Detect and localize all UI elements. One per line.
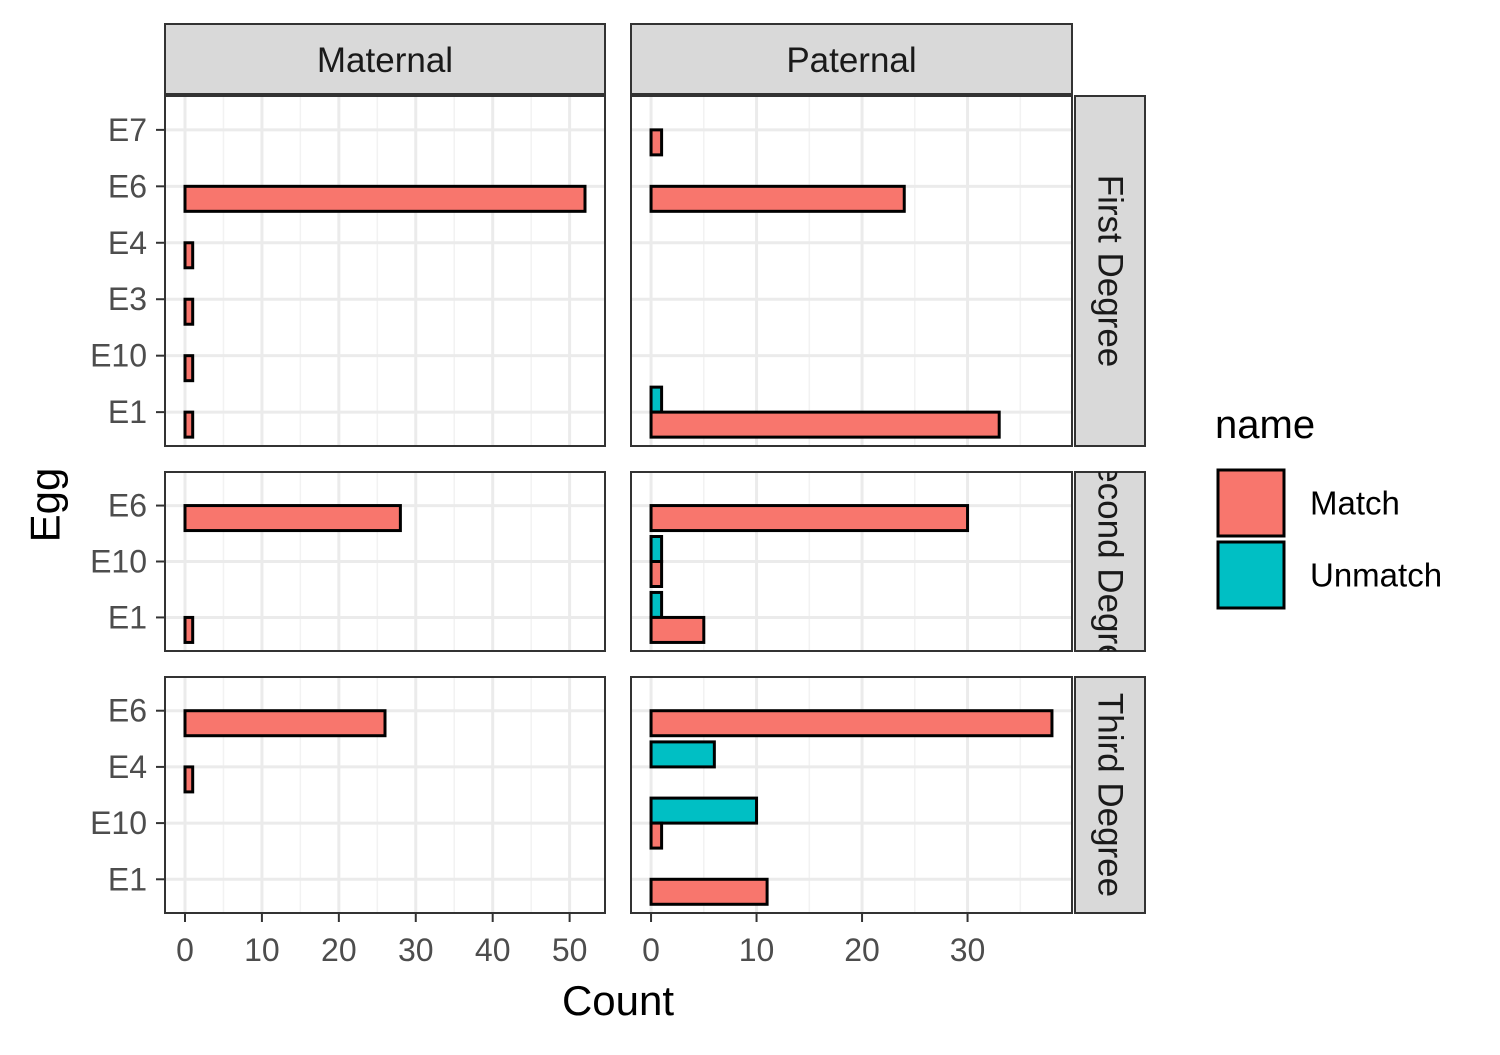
x-tick-label: 30 [398,932,434,968]
strip-label-maternal: Maternal [317,41,453,80]
legend-title: name [1215,403,1315,447]
bar-match-e6 [183,504,402,533]
row-strip-text-group: Second Degree [1091,440,1130,683]
y-tick-label-e10: E10 [90,805,147,841]
bar-match-e10 [649,560,664,588]
bar-match-e6 [183,709,387,738]
x-tick-label: 30 [950,932,986,968]
bar-match-e6 [649,504,970,533]
strip-paternal [630,23,1073,95]
bar-match-e6 [183,184,587,213]
y-tick-label-e1: E1 [108,861,147,897]
bar-match-e7 [649,128,664,157]
bar-match-e1 [183,615,195,644]
x-tick-label: 0 [176,932,194,968]
strip-third-degree [1074,676,1146,914]
panel-second-degree-paternal [630,471,1073,652]
panel-third-degree-paternal [630,676,1073,914]
panel-border [630,95,1073,447]
strip-label-second-degree: Second Degree [1091,440,1130,683]
bar-match-e10 [649,821,664,850]
x-tick-label: 10 [739,932,775,968]
legend-label-unmatch: Unmatch [1310,557,1442,594]
y-tick-label-e4: E4 [108,225,147,261]
strip-maternal [164,23,606,95]
y-tick-label-e6: E6 [108,168,147,204]
x-tick-label: 50 [552,932,588,968]
x-tick-label: 40 [475,932,511,968]
y-tick-label-e3: E3 [108,281,147,317]
bar-unmatch-e10 [649,796,759,825]
legend: name Match Unmatch [1215,403,1442,610]
y-tick-label-e1: E1 [108,394,147,430]
legend-key-unmatch [1216,540,1286,610]
strip-second-degree [1074,471,1146,652]
x-tick-label: 20 [844,932,880,968]
strip-first-degree [1074,95,1146,447]
y-tick-label-e1: E1 [108,599,147,635]
panel-border [630,676,1073,914]
panel-first-degree-maternal [164,95,606,447]
row-strip-text-group: First Degree [1091,175,1130,368]
row-strip-text-group: Third Degree [1091,693,1130,897]
legend-key-match [1216,468,1286,538]
panel-border [164,676,606,914]
strip-label-first-degree: First Degree [1091,175,1130,368]
bar-match-e6 [649,709,1054,738]
bar-match-e3 [183,297,195,326]
bar-match-e1 [649,615,706,644]
bar-match-e1 [649,410,1001,439]
bar-unmatch-e4 [649,740,716,769]
bar-match-e1 [183,410,195,439]
strip-label-paternal: Paternal [786,41,916,80]
panel-border [630,471,1073,652]
panel-second-degree-maternal [164,471,606,652]
y-tick-label-e6: E6 [108,693,147,729]
panel-border [164,95,606,447]
strip-label-third-degree: Third Degree [1091,693,1130,897]
bar-match-e1 [649,877,769,906]
x-tick-label: 10 [244,932,280,968]
x-axis-title: Count [562,977,674,1024]
y-tick-label-e4: E4 [108,749,147,785]
panel-background [631,96,1072,446]
y-tick-label-e7: E7 [108,112,147,148]
bar-match-e4 [183,241,195,270]
x-tick-label: 20 [321,932,357,968]
bar-match-e10 [183,354,195,383]
bar-unmatch-e10 [649,535,664,563]
y-tick-label-e6: E6 [108,488,147,524]
y-tick-label-e10: E10 [90,338,147,374]
legend-label-match: Match [1310,485,1400,522]
x-tick-label: 0 [642,932,660,968]
panel-background [165,96,605,446]
bar-unmatch-e1 [649,385,664,414]
bar-match-e4 [183,765,195,794]
y-axis-title: Egg [22,468,69,543]
panel-first-degree-paternal [630,95,1073,447]
y-tick-label-e10: E10 [90,544,147,580]
panel-third-degree-maternal [164,676,606,914]
bar-unmatch-e1 [649,590,664,619]
bar-match-e6 [649,184,906,213]
